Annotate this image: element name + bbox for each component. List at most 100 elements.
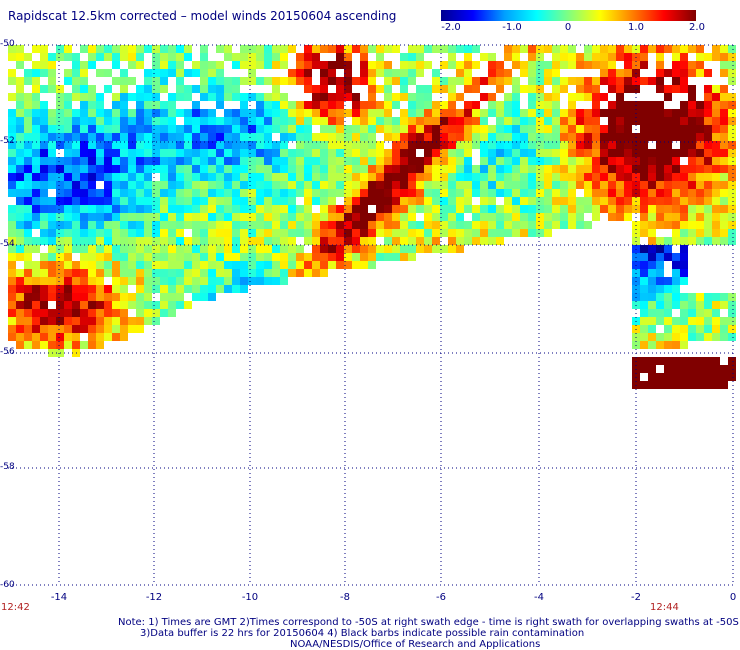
wind-cell (704, 125, 712, 133)
wind-cell (544, 61, 552, 69)
wind-cell (664, 109, 672, 117)
wind-cell (672, 157, 680, 165)
wind-cell (136, 189, 144, 197)
wind-cell (688, 381, 696, 389)
wind-cell (584, 133, 592, 141)
wind-cell (552, 53, 560, 61)
wind-cell (688, 181, 696, 189)
wind-cell (688, 189, 696, 197)
wind-cell (696, 333, 704, 341)
wind-cell (504, 149, 512, 157)
wind-cell (544, 221, 552, 229)
wind-cell (256, 277, 264, 285)
wind-cell (640, 197, 648, 205)
wind-cell (8, 317, 16, 325)
wind-cell (136, 309, 144, 317)
wind-cell (440, 117, 448, 125)
wind-cell (384, 237, 392, 245)
wind-cell (288, 213, 296, 221)
wind-cell (8, 149, 16, 157)
wind-cell (696, 373, 704, 381)
wind-cell (184, 301, 192, 309)
wind-cell (616, 85, 624, 93)
wind-cell (488, 149, 496, 157)
wind-cell (168, 309, 176, 317)
wind-cell (296, 101, 304, 109)
wind-cell (112, 333, 120, 341)
wind-cell (472, 229, 480, 237)
wind-cell (208, 237, 216, 245)
wind-cell (520, 181, 528, 189)
wind-cell (296, 149, 304, 157)
wind-cell (712, 165, 720, 173)
wind-cell (208, 205, 216, 213)
wind-cell (80, 237, 88, 245)
wind-cell (128, 317, 136, 325)
wind-cell (8, 245, 16, 253)
wind-cell (400, 141, 408, 149)
wind-cell (48, 293, 56, 301)
wind-cell (672, 109, 680, 117)
wind-cell (120, 309, 128, 317)
wind-cell (680, 69, 688, 77)
wind-cell (400, 213, 408, 221)
wind-cell (720, 221, 728, 229)
wind-cell (696, 213, 704, 221)
wind-cell (72, 301, 80, 309)
wind-cell (400, 245, 408, 253)
wind-cell (120, 253, 128, 261)
wind-cell (168, 125, 176, 133)
wind-cell (648, 277, 656, 285)
wind-cell (184, 45, 192, 53)
wind-cell (48, 309, 56, 317)
wind-cell (496, 85, 504, 93)
wind-cell (440, 181, 448, 189)
wind-cell (16, 309, 24, 317)
wind-cell (328, 141, 336, 149)
wind-cell (48, 237, 56, 245)
wind-cell (384, 229, 392, 237)
wind-cell (144, 309, 152, 317)
wind-cell (600, 77, 608, 85)
wind-cell (696, 317, 704, 325)
wind-cell (568, 109, 576, 117)
wind-cell (400, 133, 408, 141)
wind-cell (264, 205, 272, 213)
wind-cell (320, 197, 328, 205)
wind-cell (56, 205, 64, 213)
wind-cell (104, 149, 112, 157)
wind-cell (48, 53, 56, 61)
wind-cell (440, 45, 448, 53)
wind-cell (712, 365, 720, 373)
wind-cell (184, 213, 192, 221)
wind-cell (376, 165, 384, 173)
wind-cell (160, 69, 168, 77)
wind-cell (504, 77, 512, 85)
wind-cell (352, 229, 360, 237)
wind-cell (584, 165, 592, 173)
wind-cell (544, 125, 552, 133)
wind-cell (296, 77, 304, 85)
wind-cell (368, 237, 376, 245)
wind-cell (520, 213, 528, 221)
wind-cell (248, 165, 256, 173)
wind-cell (264, 277, 272, 285)
wind-cell (304, 45, 312, 53)
wind-cell (120, 317, 128, 325)
wind-cell (168, 61, 176, 69)
wind-cell (48, 277, 56, 285)
wind-cell (296, 245, 304, 253)
wind-cell (480, 53, 488, 61)
wind-cell (280, 45, 288, 53)
wind-cell (344, 237, 352, 245)
wind-cell (112, 165, 120, 173)
wind-cell (344, 173, 352, 181)
wind-cell (656, 301, 664, 309)
wind-cell (512, 157, 520, 165)
wind-cell (680, 333, 688, 341)
wind-cell (648, 357, 656, 365)
wind-cell (96, 213, 104, 221)
wind-cell (400, 77, 408, 85)
wind-cell (32, 189, 40, 197)
wind-cell (648, 301, 656, 309)
